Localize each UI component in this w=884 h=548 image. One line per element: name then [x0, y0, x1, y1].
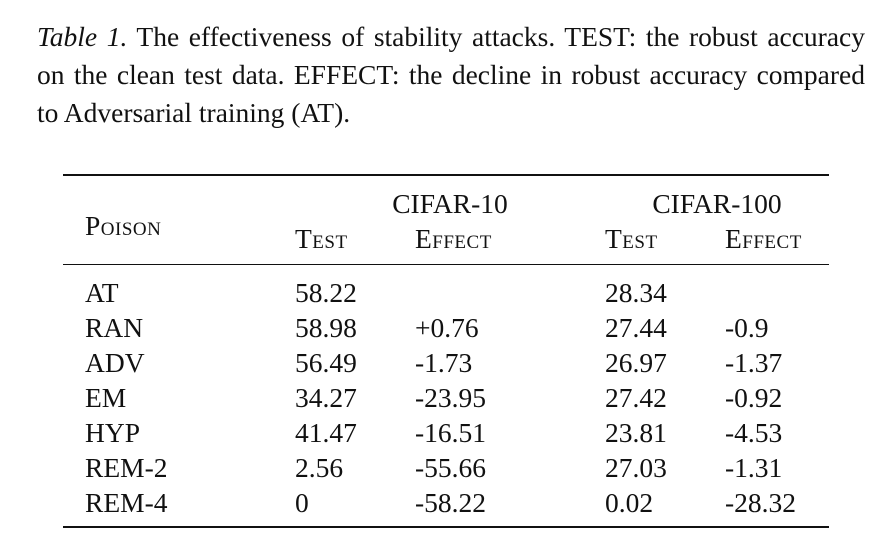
table-row: REM-4 0 -58.22 0.02 -28.32: [63, 485, 829, 526]
cell-cifar10-test: 41.47: [295, 417, 357, 448]
column-header-cifar10-effect: Effect: [415, 223, 492, 254]
results-table: Poison CIFAR-10 CIFAR-100 Test Effect Te…: [63, 174, 829, 528]
cell-cifar10-test: 58.22: [295, 277, 357, 308]
cell-cifar100-effect: -1.31: [725, 452, 783, 483]
cell-cifar10-effect: [415, 265, 605, 311]
cell-cifar10-test: 2.56: [295, 452, 344, 483]
cell-cifar10-effect: -1.73: [415, 347, 473, 378]
cell-cifar10-effect: -16.51: [415, 417, 487, 448]
group-header-cifar10: CIFAR-10: [392, 188, 508, 219]
caption-text: The effectiveness of stability attacks. …: [37, 21, 866, 128]
cell-cifar100-effect: -1.37: [725, 347, 783, 378]
group-header-cifar100: CIFAR-100: [652, 188, 782, 219]
column-header-cifar100-test: Test: [605, 223, 658, 254]
cell-cifar100-test: 26.97: [605, 347, 667, 378]
row-label: EM: [85, 382, 127, 413]
row-label: AT: [85, 277, 119, 308]
row-label: HYP: [85, 417, 141, 448]
caption-label: Table 1.: [37, 21, 128, 52]
header-rule: [63, 264, 829, 265]
cell-cifar100-effect: [725, 265, 829, 311]
row-label: RAN: [85, 312, 144, 343]
cell-cifar10-test: 0: [295, 487, 309, 518]
cell-cifar100-test: 0.02: [605, 487, 654, 518]
table-row: AT 58.22 28.34: [63, 265, 829, 311]
table-row: RAN 58.98 +0.76 27.44 -0.9: [63, 310, 829, 345]
cell-cifar100-test: 27.03: [605, 452, 667, 483]
row-label: REM-4: [85, 487, 168, 518]
table-row: EM 34.27 -23.95 27.42 -0.92: [63, 380, 829, 415]
cell-cifar10-test: 58.98: [295, 312, 357, 343]
row-label: REM-2: [85, 452, 168, 483]
cell-cifar100-test: 23.81: [605, 417, 667, 448]
cell-cifar10-test: 34.27: [295, 382, 357, 413]
cell-cifar10-effect: -55.66: [415, 452, 487, 483]
table-caption: Table 1. The effectiveness of stability …: [37, 18, 865, 132]
column-header-cifar100-effect: Effect: [725, 223, 802, 254]
column-header-cifar10-test: Test: [295, 223, 348, 254]
table-row: ADV 56.49 -1.73 26.97 -1.37: [63, 345, 829, 380]
table-row: REM-2 2.56 -55.66 27.03 -1.31: [63, 450, 829, 485]
cell-cifar10-effect: -58.22: [415, 487, 487, 518]
header-row-subcolumns: Test Effect Test Effect: [63, 221, 829, 264]
cell-cifar100-effect: -4.53: [725, 417, 783, 448]
bottom-rule: [63, 525, 829, 528]
cell-cifar10-effect: -23.95: [415, 382, 487, 413]
cell-cifar100-effect: -28.32: [725, 487, 797, 518]
results-table-container: Poison CIFAR-10 CIFAR-100 Test Effect Te…: [63, 174, 829, 528]
cell-cifar10-test: 56.49: [295, 347, 357, 378]
row-label: ADV: [85, 347, 145, 378]
header-row-groups: Poison CIFAR-10 CIFAR-100: [63, 175, 829, 241]
cell-cifar100-effect: -0.9: [725, 312, 769, 343]
column-header-poison: Poison: [85, 209, 162, 241]
cell-cifar100-test: 28.34: [605, 277, 667, 308]
table-row: HYP 41.47 -16.51 23.81 -4.53: [63, 415, 829, 450]
cell-cifar100-test: 27.44: [605, 312, 667, 343]
cell-cifar10-effect: +0.76: [415, 312, 479, 343]
cell-cifar100-test: 27.42: [605, 382, 667, 413]
cell-cifar100-effect: -0.92: [725, 382, 783, 413]
